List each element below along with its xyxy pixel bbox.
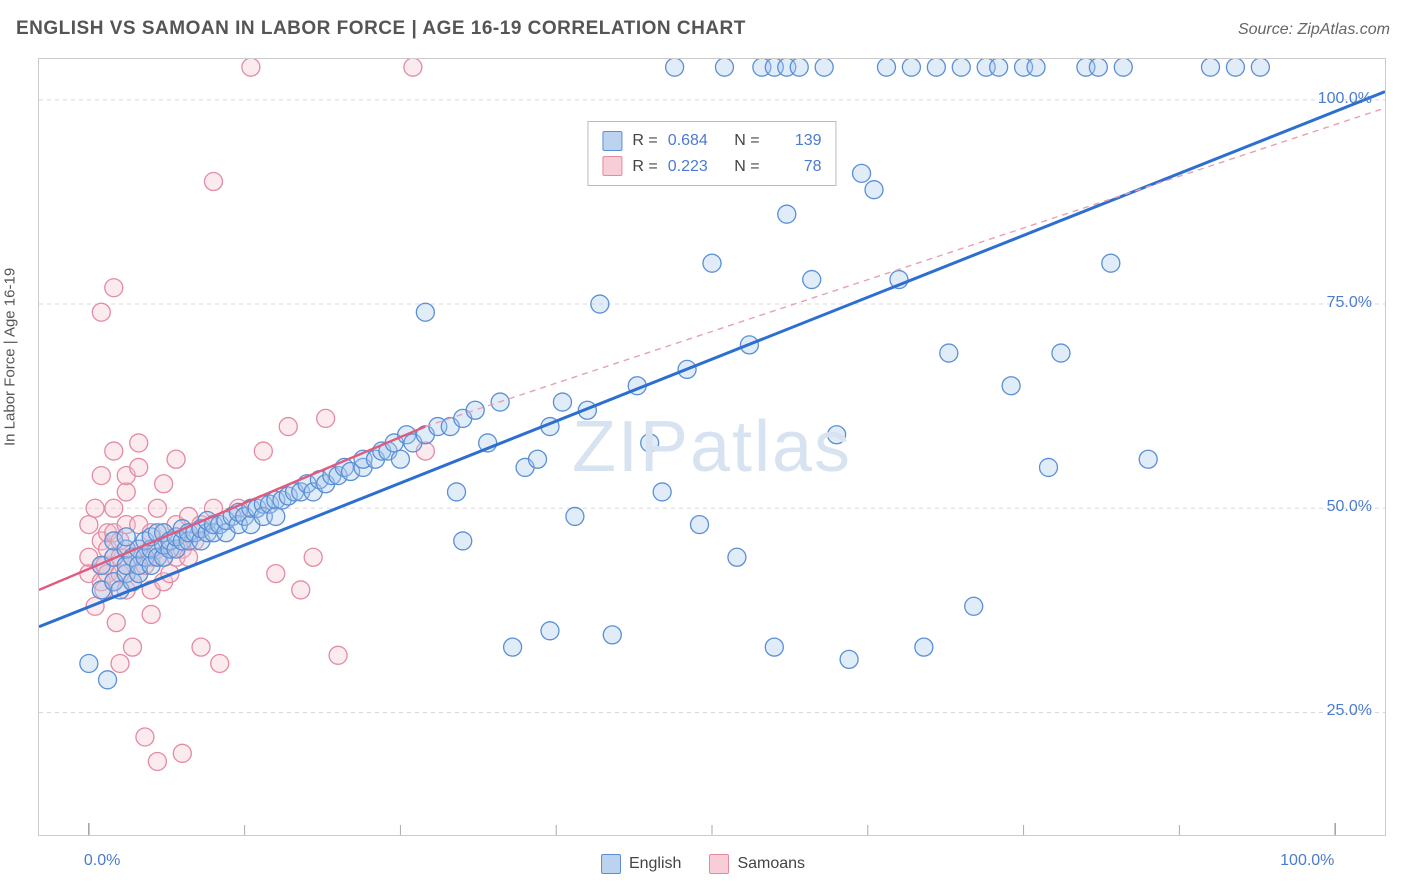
legend-r-label: R = [632, 154, 657, 180]
legend-n-label: N = [730, 128, 760, 154]
correlation-legend: R = 0.684 N = 139 R = 0.223 N = 78 [587, 121, 836, 186]
legend-n-label: N = [730, 154, 760, 180]
legend-row: R = 0.223 N = 78 [602, 154, 821, 180]
legend-item: English [601, 854, 681, 874]
chart-source: Source: ZipAtlas.com [1238, 21, 1390, 39]
series-legend: English Samoans [0, 854, 1406, 874]
legend-swatch [602, 156, 622, 176]
legend-n-value: 139 [770, 128, 822, 154]
y-tick-label: 25.0% [1327, 702, 1372, 720]
y-tick-label: 50.0% [1327, 498, 1372, 516]
legend-r-value: 0.684 [668, 128, 720, 154]
y-tick-label: 75.0% [1327, 294, 1372, 312]
legend-r-label: R = [632, 128, 657, 154]
legend-label: Samoans [737, 855, 805, 872]
legend-row: R = 0.684 N = 139 [602, 128, 821, 154]
legend-swatch [709, 854, 729, 874]
legend-n-value: 78 [770, 154, 822, 180]
legend-r-value: 0.223 [668, 154, 720, 180]
legend-item: Samoans [709, 854, 805, 874]
chart-frame: ZIPatlas R =0.684 N =139R =0.223 N =78 [38, 58, 1386, 836]
y-tick-label: 100.0% [1318, 90, 1372, 108]
legend-swatch [601, 854, 621, 874]
legend-label: English [629, 855, 681, 872]
y-axis-label: In Labor Force | Age 16-19 [2, 268, 19, 446]
legend-swatch [602, 131, 622, 151]
chart-title: ENGLISH VS SAMOAN IN LABOR FORCE | AGE 1… [16, 18, 746, 40]
